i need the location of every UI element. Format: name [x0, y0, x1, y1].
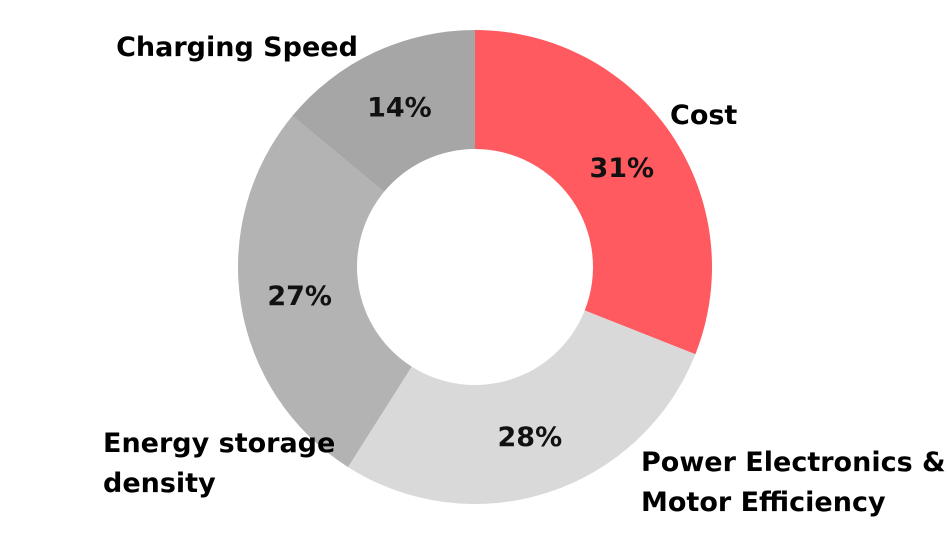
category-label-power-electronics-and-motor-efficiency: Power Electronics & Motor Efficiency: [641, 447, 946, 518]
value-labels: 31% 28% 27% 14%: [267, 92, 654, 452]
category-label-line: density: [103, 468, 216, 499]
value-label-energy-storage-density: 27%: [267, 281, 332, 312]
category-label-charging-speed: Charging Speed: [116, 32, 358, 63]
value-label-power-electronics-and-motor-efficiency: 28%: [498, 422, 563, 453]
category-label-line: Power Electronics &: [641, 447, 946, 478]
category-label-line: Cost: [670, 100, 737, 131]
category-label-energy-storage-density: Energy storage density: [103, 428, 335, 499]
slice-cost: [475, 30, 712, 355]
category-label-line: Energy storage: [103, 428, 335, 459]
slice-power-electronics-and-motor-efficiency: [348, 310, 696, 504]
category-label-line: Charging Speed: [116, 32, 358, 63]
category-label-line: Motor Efficiency: [641, 487, 886, 518]
slice-charging-speed: [292, 30, 475, 192]
donut-slices: [238, 30, 712, 504]
category-label-cost: Cost: [670, 100, 737, 131]
value-label-cost: 31%: [589, 153, 654, 184]
category-labels: Cost Power Electronics & Motor Efficiency E…: [103, 32, 946, 518]
value-label-charging-speed: 14%: [367, 92, 432, 123]
slice-energy-storage-density: [238, 115, 412, 468]
